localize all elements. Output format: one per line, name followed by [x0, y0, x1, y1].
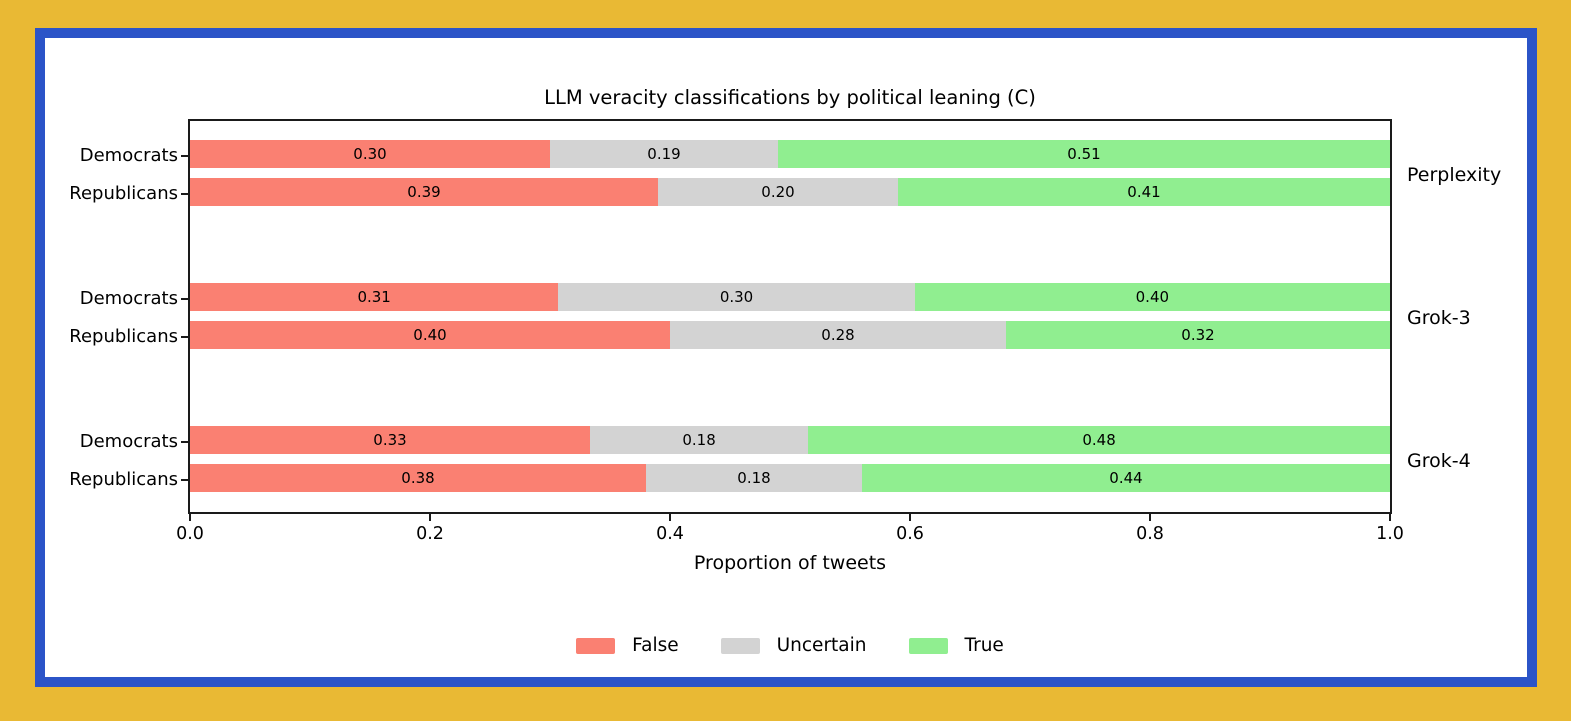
- bar-segment-true: 0.48: [808, 426, 1390, 454]
- bar-segment-false: 0.39: [190, 178, 658, 206]
- group-label-grok-3: Grok-3: [1407, 307, 1471, 329]
- y-axis-label-republicans: Republicans: [69, 326, 178, 347]
- bar-value-label: 0.41: [1127, 182, 1161, 201]
- x-tick-label: 0.6: [896, 524, 924, 544]
- bar-row-grok-3-republicans: 0.40 0.28 0.32: [190, 321, 1390, 349]
- y-axis-label-republicans: Republicans: [69, 183, 178, 204]
- bar-value-label: 0.51: [1067, 144, 1101, 163]
- bar-segment-true: 0.41: [898, 178, 1390, 206]
- bar-value-label: 0.31: [357, 287, 391, 306]
- x-tick-label: 0.8: [1136, 524, 1164, 544]
- x-tick-mark: [1389, 514, 1391, 521]
- bar-segment-true: 0.51: [778, 140, 1390, 168]
- y-axis-label-democrats: Democrats: [79, 145, 178, 166]
- bar-segment-uncertain: 0.20: [658, 178, 898, 206]
- y-tick-mark: [181, 479, 189, 481]
- bar-segment-true: 0.40: [914, 283, 1390, 311]
- y-tick-mark: [181, 193, 189, 195]
- bar-segment-false: 0.38: [190, 464, 646, 492]
- legend-swatch-true: [908, 638, 948, 654]
- legend-swatch-uncertain: [720, 638, 760, 654]
- bar-value-label: 0.44: [1109, 468, 1143, 487]
- bar-value-label: 0.28: [821, 325, 855, 344]
- y-tick-mark: [181, 155, 189, 157]
- bar-segment-uncertain: 0.28: [670, 321, 1006, 349]
- x-tick-mark: [429, 514, 431, 521]
- bar-row-perplexity-republicans: 0.39 0.20 0.41: [190, 178, 1390, 206]
- bar-value-label: 0.19: [647, 144, 681, 163]
- legend-item-true: True: [908, 635, 1004, 657]
- y-axis-label-democrats: Democrats: [79, 431, 178, 452]
- bar-segment-true: 0.44: [862, 464, 1390, 492]
- bar-value-label: 0.40: [413, 325, 447, 344]
- legend-label-false: False: [632, 635, 679, 656]
- y-tick-mark: [181, 336, 189, 338]
- x-tick-mark: [1149, 514, 1151, 521]
- legend-label-true: True: [964, 635, 1004, 656]
- bar-segment-true: 0.32: [1006, 321, 1390, 349]
- legend-item-uncertain: Uncertain: [720, 635, 867, 657]
- legend-label-uncertain: Uncertain: [776, 635, 867, 656]
- x-tick-label: 1.0: [1376, 524, 1404, 544]
- x-tick-mark: [189, 514, 191, 521]
- y-axis-label-republicans: Republicans: [69, 469, 178, 490]
- bar-segment-false: 0.30: [190, 140, 550, 168]
- bar-row-grok-4-republicans: 0.38 0.18 0.44: [190, 464, 1390, 492]
- group-label-perplexity: Perplexity: [1407, 164, 1502, 186]
- legend-item-false: False: [576, 635, 679, 657]
- y-tick-mark: [181, 441, 189, 443]
- bar-value-label: 0.39: [407, 182, 441, 201]
- bar-value-label: 0.38: [401, 468, 435, 487]
- bar-value-label: 0.30: [353, 144, 387, 163]
- x-tick-label: 0.4: [656, 524, 684, 544]
- plot-area: 0.30 0.19 0.51 0.39 0.20 0.41 0.31 0.30 0.40 0.40…: [188, 119, 1392, 514]
- bar-segment-uncertain: 0.18: [590, 426, 809, 454]
- bar-segment-false: 0.40: [190, 321, 670, 349]
- bar-segment-false: 0.33: [190, 426, 590, 454]
- bar-row-grok-4-democrats: 0.33 0.18 0.48: [190, 426, 1390, 454]
- legend-swatch-false: [576, 638, 616, 654]
- bar-segment-false: 0.31: [190, 283, 559, 311]
- y-tick-mark: [181, 298, 189, 300]
- chart-panel: LLM veracity classifications by politica…: [35, 28, 1537, 687]
- bar-value-label: 0.18: [737, 468, 771, 487]
- group-label-grok-4: Grok-4: [1407, 450, 1471, 472]
- bar-segment-uncertain: 0.19: [550, 140, 778, 168]
- x-tick-mark: [909, 514, 911, 521]
- x-tick-label: 0.2: [416, 524, 444, 544]
- x-tick-label: 0.0: [176, 524, 204, 544]
- chart-title: LLM veracity classifications by politica…: [544, 86, 1036, 109]
- bar-value-label: 0.40: [1135, 287, 1170, 306]
- bar-value-label: 0.32: [1181, 325, 1215, 344]
- bar-row-perplexity-democrats: 0.30 0.19 0.51: [190, 140, 1390, 168]
- x-axis-label: Proportion of tweets: [693, 552, 887, 574]
- legend: False Uncertain True: [190, 635, 1390, 657]
- bar-row-grok-3-democrats: 0.31 0.30 0.40: [190, 283, 1390, 311]
- x-tick-mark: [669, 514, 671, 521]
- bar-value-label: 0.20: [761, 182, 795, 201]
- bar-value-label: 0.33: [373, 430, 407, 449]
- bar-value-label: 0.30: [719, 287, 754, 306]
- bar-segment-uncertain: 0.30: [558, 283, 915, 311]
- y-axis-label-democrats: Democrats: [79, 288, 178, 309]
- bar-value-label: 0.18: [682, 430, 716, 449]
- bar-value-label: 0.48: [1082, 430, 1116, 449]
- bar-segment-uncertain: 0.18: [646, 464, 862, 492]
